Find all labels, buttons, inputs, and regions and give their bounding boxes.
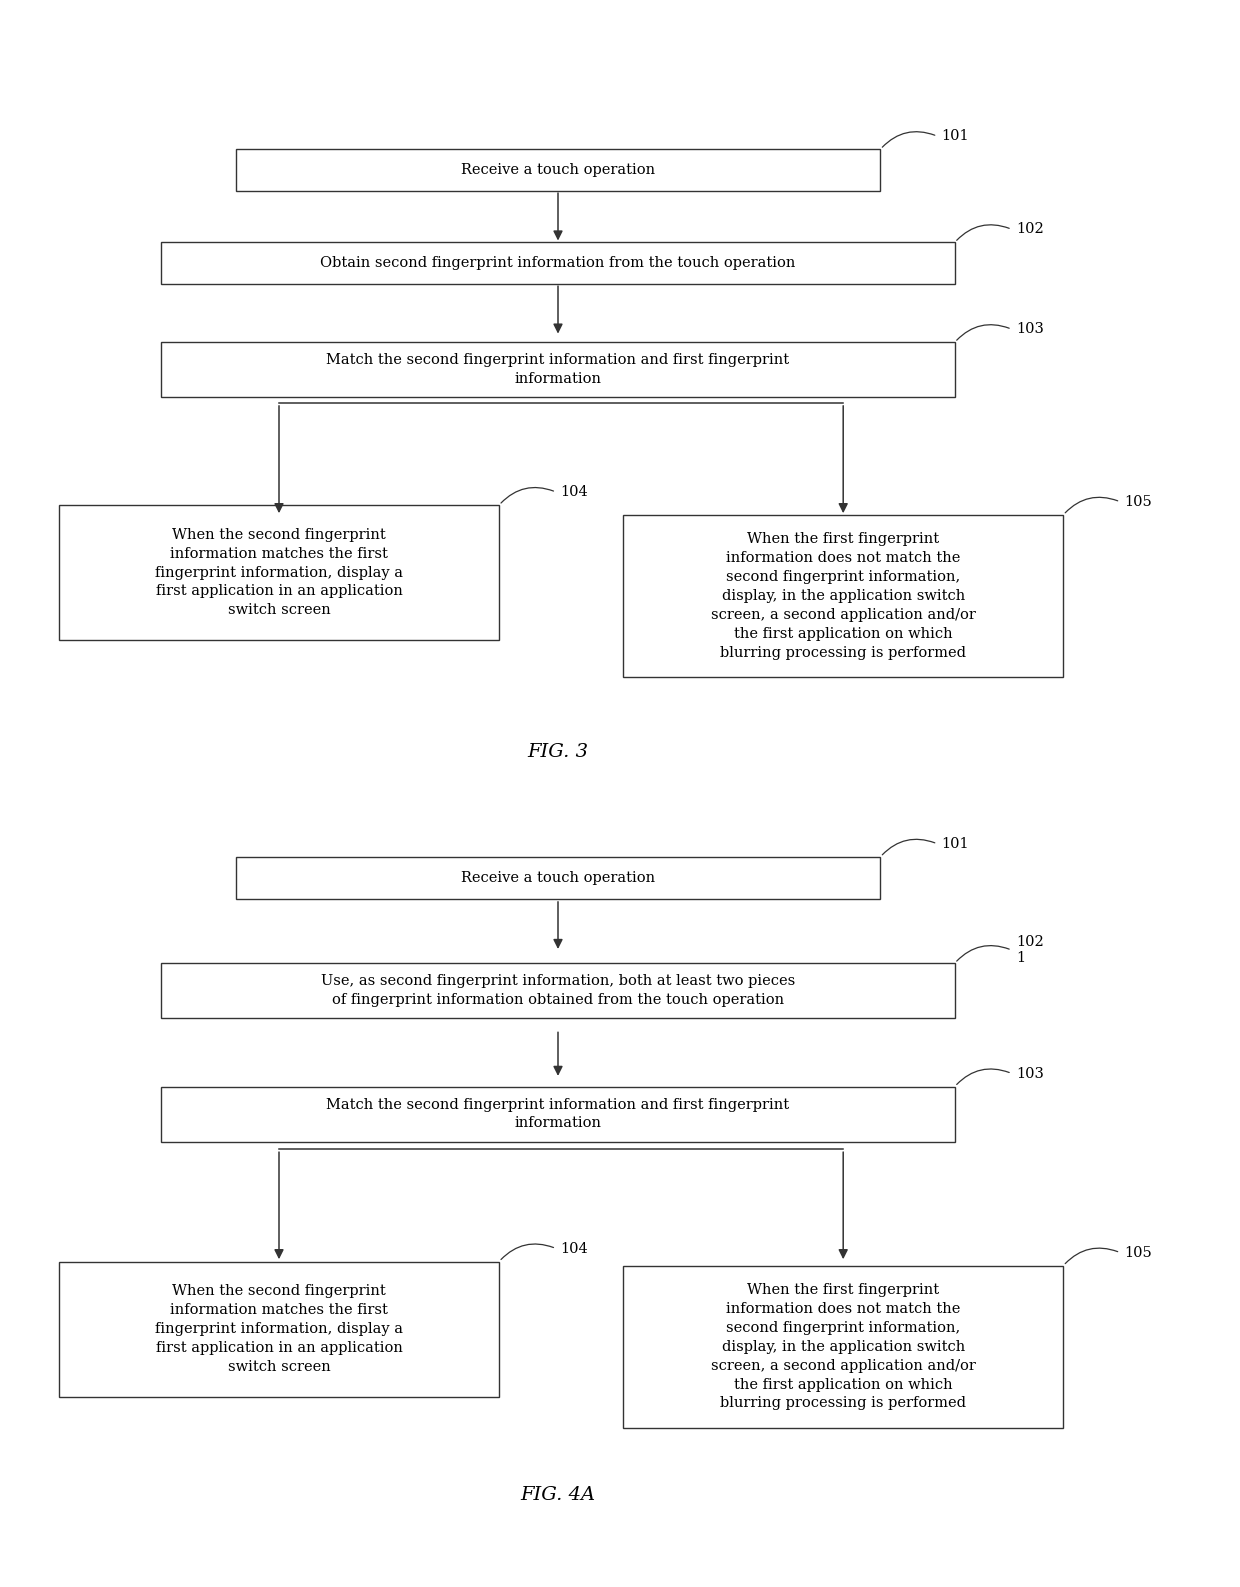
Bar: [624, 1266, 1063, 1428]
Bar: [624, 514, 1063, 676]
Text: 101: 101: [941, 836, 968, 851]
Bar: [161, 963, 955, 1019]
Text: 103: 103: [1016, 1066, 1044, 1081]
Text: When the second fingerprint
information matches the first
fingerprint informatio: When the second fingerprint information …: [155, 527, 403, 617]
Text: Match the second fingerprint information and first fingerprint
information: Match the second fingerprint information…: [326, 354, 790, 386]
Text: Receive a touch operation: Receive a touch operation: [461, 163, 655, 178]
Text: Receive a touch operation: Receive a touch operation: [461, 871, 655, 886]
Text: FIG. 3: FIG. 3: [527, 743, 589, 762]
Text: 105: 105: [1125, 1246, 1152, 1260]
Bar: [60, 505, 498, 640]
Text: Match the second fingerprint information and first fingerprint
information: Match the second fingerprint information…: [326, 1098, 790, 1130]
Text: 105: 105: [1125, 495, 1152, 509]
Text: Obtain second fingerprint information from the touch operation: Obtain second fingerprint information fr…: [320, 257, 796, 270]
Text: 102
1: 102 1: [1016, 935, 1044, 965]
Bar: [161, 1087, 955, 1141]
Text: 103: 103: [1016, 322, 1044, 336]
Text: When the first fingerprint
information does not match the
second fingerprint inf: When the first fingerprint information d…: [711, 532, 976, 660]
Text: 104: 104: [560, 486, 588, 498]
Bar: [161, 243, 955, 284]
Text: 104: 104: [560, 1241, 588, 1255]
Bar: [60, 1262, 498, 1397]
Text: Use, as second fingerprint information, both at least two pieces
of fingerprint : Use, as second fingerprint information, …: [321, 974, 795, 1008]
Bar: [236, 857, 880, 898]
Text: FIG. 4A: FIG. 4A: [521, 1485, 595, 1504]
Bar: [161, 343, 955, 397]
Text: 102: 102: [1016, 222, 1044, 236]
Text: When the first fingerprint
information does not match the
second fingerprint inf: When the first fingerprint information d…: [711, 1282, 976, 1411]
Text: 101: 101: [941, 129, 968, 143]
Bar: [236, 149, 880, 190]
Text: When the second fingerprint
information matches the first
fingerprint informatio: When the second fingerprint information …: [155, 1284, 403, 1374]
